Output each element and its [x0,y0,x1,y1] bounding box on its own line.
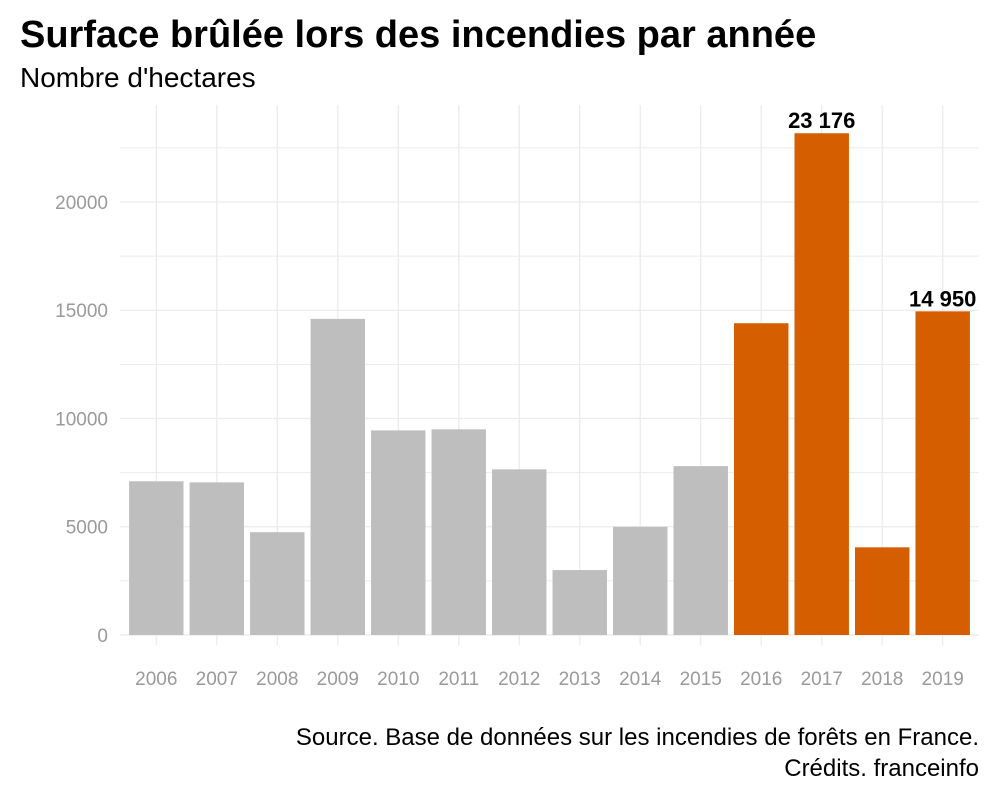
x-tick-label: 2018 [861,669,903,690]
chart-title: Surface brûlée lors des incendies par an… [20,14,817,56]
caption-credits: Crédits. franceinfo [784,755,979,782]
x-tick-label: 2006 [135,669,177,690]
x-tick-label: 2019 [922,669,964,690]
bar-2019 [915,311,970,635]
bar-2016 [734,323,789,635]
bar-2017 [794,133,849,635]
data-label-2017: 23 176 [788,108,855,133]
x-tick-label: 2014 [619,669,662,690]
bar-2012 [492,469,547,635]
bar-2013 [552,570,607,635]
x-tick-label: 2009 [317,669,359,690]
x-tick-label: 2007 [196,669,238,690]
caption-source: Source. Base de données sur les incendie… [295,724,979,751]
y-tick-label: 20000 [55,193,108,214]
y-tick-label: 15000 [55,301,108,322]
x-tick-label: 2013 [559,669,601,690]
data-label-2019: 14 950 [909,286,976,311]
x-tick-label: 2012 [498,669,540,690]
x-tick-label: 2015 [680,669,722,690]
bar-2015 [673,466,728,635]
x-tick-label: 2017 [801,669,843,690]
bar-2009 [310,318,365,635]
bar-2008 [250,532,305,635]
bar-2018 [854,547,910,635]
x-tick-label: 2010 [377,669,419,690]
x-tick-label: 2016 [740,669,782,690]
chart-subtitle: Nombre d'hectares [20,62,256,93]
bar-2010 [371,430,426,635]
x-tick-label: 2011 [438,669,479,690]
bar-2006 [129,481,184,635]
y-tick-label: 0 [97,626,108,647]
bar-2014 [613,526,668,635]
bar-2011 [431,429,486,635]
y-tick-label: 5000 [66,518,108,539]
x-tick-label: 2008 [256,669,298,690]
y-tick-label: 10000 [55,409,108,430]
bar-2007 [189,482,245,635]
